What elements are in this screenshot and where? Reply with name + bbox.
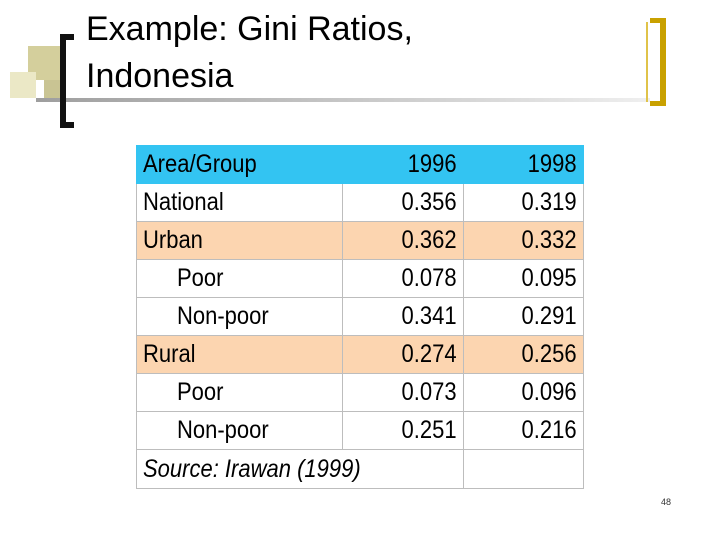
table-row: Non-poor 0.341 0.291 — [135, 297, 585, 336]
row-label: National — [135, 183, 344, 222]
header-1998: 1998 — [462, 145, 585, 184]
table-row: Rural 0.274 0.256 — [135, 335, 585, 374]
value-1996: 0.251 — [342, 411, 464, 450]
decorative-square — [44, 80, 64, 100]
row-label: Non-poor — [135, 411, 344, 450]
table-row: Non-poor 0.251 0.216 — [135, 411, 585, 450]
title-underline — [36, 98, 650, 102]
table-header-row: Area/Group 1996 1998 — [135, 145, 585, 184]
source-note: Source: Irawan (1999) — [136, 449, 464, 489]
gini-table-body: Area/Group 1996 1998 National 0.356 0.319 U… — [135, 145, 585, 489]
row-label: Poor — [135, 373, 344, 412]
table-row: Urban 0.362 0.332 — [135, 221, 585, 260]
table-row: Poor 0.078 0.095 — [135, 259, 585, 298]
header-area-group: Area/Group — [135, 145, 344, 184]
value-1996: 0.078 — [342, 259, 464, 298]
value-1996: 0.073 — [342, 373, 464, 412]
page-number: 48 — [661, 497, 672, 507]
decorative-square — [10, 72, 36, 98]
value-1998: 0.319 — [462, 183, 585, 222]
slide-title-line-2: Indonesia — [86, 57, 234, 95]
value-1998: 0.291 — [462, 297, 585, 336]
value-1996: 0.362 — [342, 221, 464, 260]
value-1998: 0.096 — [462, 373, 585, 412]
table-row: National 0.356 0.319 — [135, 183, 585, 222]
row-label: Poor — [135, 259, 344, 298]
value-1996: 0.356 — [342, 183, 464, 222]
slide-title: Example: Gini Ratios, Indonesia — [86, 6, 646, 100]
right-bracket-inner-line — [646, 22, 648, 102]
value-1998: 0.256 — [462, 335, 585, 374]
right-bracket-decoration — [650, 18, 666, 106]
value-1998: 0.332 — [462, 221, 585, 260]
table-row: Poor 0.073 0.096 — [135, 373, 585, 412]
gini-ratio-table: Area/Group 1996 1998 National 0.356 0.319 U… — [135, 145, 585, 489]
value-1998: 0.095 — [462, 259, 585, 298]
value-1996: 0.341 — [342, 297, 464, 336]
row-label: Urban — [135, 221, 344, 260]
slide-title-line-1: Example: Gini Ratios, — [86, 10, 413, 48]
row-label: Rural — [135, 335, 344, 374]
value-1998: 0.216 — [462, 411, 585, 450]
source-row: Source: Irawan (1999) — [136, 449, 585, 489]
value-1996: 0.274 — [342, 335, 464, 374]
left-bracket-decoration — [60, 34, 74, 128]
empty-cell — [462, 449, 585, 489]
header-1996: 1996 — [342, 145, 464, 184]
row-label: Non-poor — [135, 297, 344, 336]
